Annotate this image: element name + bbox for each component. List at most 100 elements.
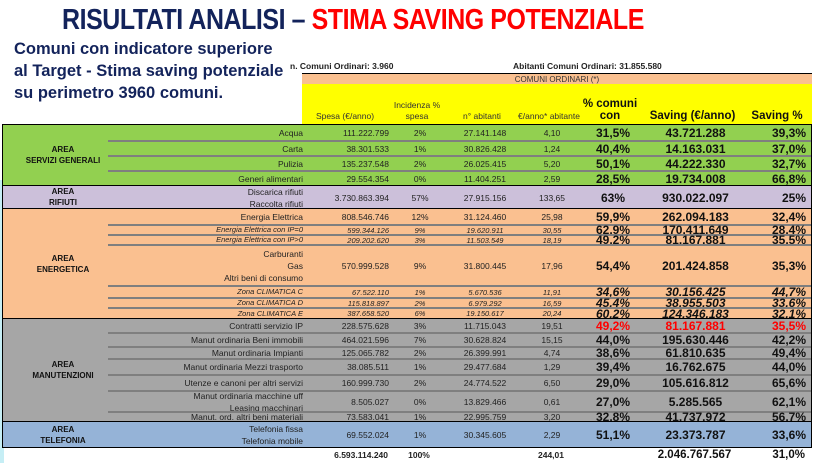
cell-saving: 170.411.649 bbox=[662, 223, 729, 237]
cell-abitanti: 31.800.445 bbox=[463, 260, 507, 271]
cell-saving-pct: 32,4% bbox=[771, 210, 806, 224]
col-spesa: Spesa (€/anno) bbox=[315, 111, 375, 121]
cell-incidenza: 1% bbox=[414, 287, 426, 297]
row-separator bbox=[108, 244, 811, 246]
row-label-line: Raccolta rifiuti bbox=[249, 198, 303, 209]
cell-incidenza: 12% bbox=[411, 212, 429, 222]
cell-spesa: 160.999.730 bbox=[341, 378, 389, 388]
cell-abitanti: 5.670.536 bbox=[468, 287, 502, 297]
cell-spesa: 73.583.041 bbox=[346, 412, 389, 422]
cell-incidenza: 3% bbox=[413, 321, 427, 331]
row-label-line: Altri beni di consumo bbox=[224, 272, 303, 283]
cell-eur-abitante: 19,51 bbox=[541, 321, 563, 331]
cell-saving: 43.721.288 bbox=[665, 126, 726, 140]
cell-pct-comuni: 45,4% bbox=[595, 296, 631, 310]
table-row: Manut ordinaria macchine uff Leasing macc… bbox=[3, 390, 811, 413]
cell-eur-abitante: 2,29 bbox=[543, 430, 561, 440]
cell-saving: 14.163.031 bbox=[665, 141, 726, 156]
row-label-line: Energia Elettrica con IP>0 bbox=[216, 235, 303, 244]
cell-saving-pct: 33,6% bbox=[771, 428, 806, 442]
cell-saving-pct: 32,7% bbox=[771, 156, 806, 171]
cell-spesa: 808.546.746 bbox=[341, 212, 389, 222]
table-row: Manut ordinaria Mezzi trasporto 38.085.51… bbox=[3, 358, 811, 375]
row-label: Zona CLIMATICA C bbox=[133, 286, 303, 298]
cell-abitanti: 11.503.549 bbox=[466, 235, 504, 245]
cell-eur-abitante: 18,19 bbox=[542, 235, 562, 245]
row-label: Zona CLIMATICA D bbox=[133, 298, 303, 308]
cell-incidenza: 1% bbox=[413, 143, 427, 154]
cell-saving: 262.094.183 bbox=[662, 210, 729, 224]
cell-pct-comuni: 44,0% bbox=[595, 333, 631, 347]
cell-spesa: 38.085.511 bbox=[347, 362, 389, 372]
row-label: Energia Elettrica bbox=[133, 209, 303, 225]
cell-saving-pct: 49,4% bbox=[771, 346, 806, 360]
row-label-line: Zona CLIMATICA E bbox=[237, 308, 303, 318]
cell-abitanti: 30.345.605 bbox=[463, 430, 507, 440]
cell-saving-pct: 42,2% bbox=[771, 333, 806, 347]
cell-spesa: 3.730.863.394 bbox=[334, 192, 389, 203]
cell-abitanti: 11.404.251 bbox=[464, 173, 506, 184]
cell-pct-comuni: 34,6% bbox=[595, 285, 631, 299]
table-row: Zona CLIMATICA E 387.658.520 6% 19.150.617 2… bbox=[3, 306, 811, 321]
row-separator bbox=[108, 285, 811, 287]
cell-eur-abitante: 1,24 bbox=[543, 143, 561, 154]
cell-incidenza: 1% bbox=[413, 362, 427, 372]
cell-abitanti: 6.979.292 bbox=[468, 298, 502, 308]
cell-abitanti: 22.995.759 bbox=[463, 412, 507, 422]
cell-eur-abitante: 25,98 bbox=[541, 212, 563, 222]
table-row: Zona CLIMATICA C 67.522.110 1% 5.670.536 11,… bbox=[3, 285, 811, 299]
cell-pct-comuni: 38,6% bbox=[595, 346, 631, 360]
cell-eur-abitante: 17,96 bbox=[541, 260, 563, 271]
table-row: Contratti servizio IP 228.575.628 3% 11.715… bbox=[3, 319, 811, 333]
row-label-line: Pulizia bbox=[277, 158, 303, 169]
row-label-line: Discarica rifiuti bbox=[247, 186, 303, 197]
cell-eur-abitante: 5,20 bbox=[543, 158, 561, 169]
area-label-line: AREA bbox=[51, 253, 75, 263]
area-label: AREA MANUTENZIONI bbox=[3, 359, 123, 381]
cell-saving-pct: 37,0% bbox=[771, 141, 806, 156]
cell-abitanti: 26.399.991 bbox=[463, 348, 507, 358]
cell-eur-abitante: 11,91 bbox=[542, 287, 562, 297]
row-separator bbox=[108, 332, 811, 334]
area-manutenzioni: AREA MANUTENZIONI Contratti servizio IP 228… bbox=[2, 318, 812, 424]
table-row: Manut ordinaria Beni immobili 464.021.596… bbox=[3, 332, 811, 347]
cell-saving: 124.346.183 bbox=[662, 306, 729, 321]
row-label-line: Gas bbox=[287, 260, 303, 271]
table-row: Energia Elettrica 808.546.746 12% 31.124.46… bbox=[3, 209, 811, 225]
cell-pct-comuni: 27,0% bbox=[595, 394, 631, 409]
table-row: Pulizia 135.237.548 2% 26.025.415 5,20 50,1% 4… bbox=[3, 155, 811, 171]
cell-pct-comuni: 31,5% bbox=[595, 126, 631, 140]
cell-spesa: 29.554.354 bbox=[346, 173, 389, 184]
table-row: Zona CLIMATICA D 115.818.897 2% 6.979.292 16… bbox=[3, 296, 811, 310]
area-energetica: AREA ENERGETICA Energia Elettrica 808.546.7… bbox=[2, 208, 812, 321]
row-label: Manut ordinaria Mezzi trasporto bbox=[133, 359, 303, 375]
abitanti-count: Abitanti Comuni Ordinari: 31.855.580 bbox=[513, 61, 662, 71]
row-label-line: Acqua bbox=[278, 128, 303, 138]
cell-pct-comuni: 49,2% bbox=[595, 233, 631, 247]
table-row: Carburanti Gas Altri beni di consumo 570.99… bbox=[3, 244, 811, 286]
cell-saving-pct: 25% bbox=[781, 190, 806, 205]
cell-pct-comuni: 32,8% bbox=[595, 410, 631, 424]
cell-pct-comuni: 28,5% bbox=[595, 171, 631, 186]
row-label: Carburanti Gas Altri beni di consumo bbox=[133, 245, 303, 286]
cell-abitanti: 27.915.156 bbox=[463, 192, 507, 203]
area-label: AREA SERVIZI GENERALI bbox=[3, 144, 123, 166]
column-headers: Spesa (€/anno) Incidenza % spesa n° abit… bbox=[302, 84, 812, 124]
cell-abitanti: 27.141.148 bbox=[463, 128, 507, 138]
cell-pct-comuni: 60,2% bbox=[595, 306, 631, 321]
cell-saving-pct: 35,5% bbox=[771, 319, 806, 333]
cell-incidenza: 6% bbox=[414, 309, 426, 318]
area-label-line: AREA bbox=[51, 145, 75, 154]
area-label-line: ENERGETICA bbox=[36, 264, 90, 274]
row-label: Acqua bbox=[133, 125, 303, 141]
table-row: Energia Elettrica con IP>0 209.202.620 3% 1… bbox=[3, 233, 811, 247]
cell-saving-pct: 28,4% bbox=[771, 223, 806, 237]
cell-saving: 195.630.446 bbox=[662, 333, 729, 347]
cell-eur-abitante: 1,29 bbox=[543, 362, 561, 372]
total-row: 6.593.114.240 100% 244,01 2.046.767.567 … bbox=[2, 447, 812, 463]
col-incidenza: Incidenza % spesa bbox=[393, 100, 441, 121]
row-label-line: Utenze e canoni per altri servizi bbox=[184, 378, 303, 388]
row-label-line: Manut ordinaria Beni immobili bbox=[191, 335, 303, 345]
cell-spesa: 67.522.110 bbox=[352, 287, 389, 297]
row-separator bbox=[108, 297, 811, 299]
